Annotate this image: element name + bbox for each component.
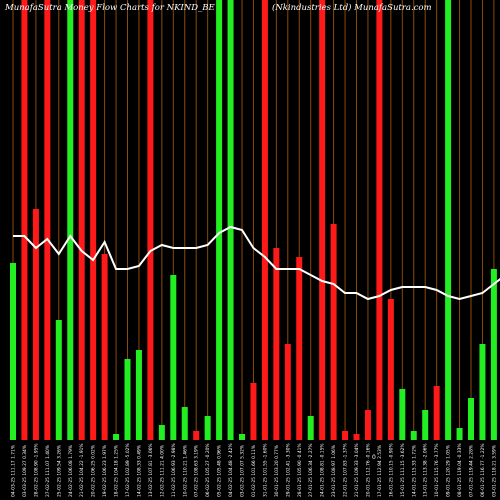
x-tick-label: 20-02-25 106.25 0.02%: [91, 445, 97, 497]
x-tick-label: 10-01-25 115.76 -3.77%: [434, 443, 440, 497]
money-flow-bar: [456, 428, 463, 440]
x-tick-label: 14-01-25 115.33 1.72%: [411, 445, 417, 497]
x-tick-label: 13-01-25 113.38 -2.06%: [423, 443, 429, 497]
x-tick-label: 03-03-25 109.27 0.34%: [22, 445, 28, 497]
money-flow-bar: [296, 257, 303, 440]
money-flow-bar: [319, 0, 326, 440]
money-flow-bar: [261, 0, 268, 440]
x-tick-label: 09-01-25 120.29 1.05%: [446, 445, 452, 497]
x-tick-label: 07-01-25 119.44 2.28%: [469, 445, 475, 497]
zero-label: 0: [372, 454, 376, 461]
x-tick-label: 20-01-25 112.76 -0.16%: [365, 443, 371, 497]
chart-title-right: (Nkindustries Ltd) MunafaSutra.com: [272, 2, 432, 13]
money-flow-bar: [307, 416, 314, 440]
money-flow-bar: [124, 359, 131, 440]
x-tick-label: 11-02-25 106.93 -2.98%: [171, 443, 177, 497]
money-flow-bar: [44, 0, 51, 440]
x-tick-label: 03-02-25 107.07 5.32%: [240, 445, 246, 497]
x-tick-label: 24-01-25 108.81 -0.15%: [320, 443, 326, 497]
money-flow-bar: [216, 0, 223, 440]
money-flow-bar: [433, 386, 440, 440]
money-flow-bar: [284, 344, 291, 440]
money-flow-bar: [364, 410, 371, 440]
money-flow-bar: [227, 0, 234, 440]
money-flow-bar: [193, 431, 200, 440]
x-tick-label: 27-02-25 111.07 1.40%: [45, 445, 51, 497]
money-flow-bar: [10, 263, 16, 440]
money-flow-bars: [10, 0, 497, 440]
x-tick-label: 07-02-25 108.63 3.19%: [194, 445, 200, 497]
money-flow-bar: [32, 209, 39, 440]
money-flow-bar: [342, 431, 349, 440]
x-tick-label: 15-01-25 111.15 -3.62%: [400, 443, 406, 497]
money-flow-bar: [445, 0, 452, 440]
x-tick-label: 13-02-25 107.81 -3.06%: [148, 443, 154, 497]
x-tick-label: 25-02-25 109.54 3.26%: [56, 445, 62, 497]
money-flow-bar: [67, 0, 74, 440]
x-tick-label: 24-02-25 106.08 1.79%: [68, 445, 74, 497]
x-tick-label: 28-01-25 105.90 -0.41%: [297, 443, 303, 497]
money-flow-bar: [101, 254, 108, 440]
money-flow-bar: [479, 344, 486, 440]
x-tick-label: 18-02-25 104.18 1.25%: [114, 445, 120, 497]
money-flow-bar: [55, 320, 62, 440]
money-flow-bar: [250, 383, 257, 440]
money-flow-bar: [239, 434, 245, 440]
money-flow-bar: [387, 299, 394, 440]
money-flow-bar: [204, 416, 211, 440]
money-flow-bar: [490, 269, 497, 440]
x-tick-label: 27-01-25 106.34 -2.27%: [308, 443, 314, 497]
x-tick-label: 21-02-25 104.22 -1.91%: [79, 443, 85, 497]
money-flow-bar: [170, 275, 177, 440]
x-tick-label: 29-01-25 102.41 -3.30%: [285, 443, 291, 497]
x-tick-label: 19-02-25 106.23 1.97%: [102, 445, 108, 497]
x-tick-label: 22-01-25 107.83 -1.37%: [343, 443, 349, 497]
money-flow-bar: [330, 224, 337, 440]
money-flow-bar: [78, 0, 85, 440]
x-tick-label: 17-01-25 112.94 2.53%: [377, 445, 383, 497]
money-flow-bar: [147, 0, 154, 440]
x-tick-label: 01-02-25 101.66 0.11%: [251, 445, 257, 497]
x-tick-label: 28-02-25 108.90 -1.95%: [33, 443, 39, 497]
x-tick-label: 16-01-25 110.15 -0.90%: [388, 443, 394, 497]
x-tick-label: 04-03-25 111.17 1.71%: [11, 445, 17, 497]
grid-lines: [12, 0, 495, 440]
x-tick-label: 08-01-25 119.04 -0.33%: [457, 443, 463, 497]
x-tick-label: 03-01-25 118.21 3.59%: [491, 445, 497, 497]
money-flow-bar: [113, 434, 120, 440]
money-flow-bar: [181, 407, 188, 440]
money-flow-bar: [376, 0, 383, 440]
money-flow-bar: [21, 0, 28, 440]
money-flow-line: [13, 225, 500, 301]
x-tick-label: 05-02-25 105.48 0.96%: [217, 445, 223, 497]
money-flow-bar: [158, 425, 165, 440]
x-tick-label: 10-02-25 110.21 1.46%: [182, 445, 188, 497]
x-tick-label: 23-01-25 108.97 1.06%: [331, 445, 337, 497]
x-tick-label: 06-01-25 116.77 -1.22%: [480, 443, 486, 497]
x-tick-labels: 04-03-25 111.17 1.71% 03-03-25 109.27 0.3…: [11, 443, 498, 497]
chart-title-left: MunafaSutra Money Flow Charts for NKIND_…: [4, 3, 216, 13]
money-flow-bar: [468, 398, 474, 440]
money-flow-bar: [90, 0, 97, 440]
money-flow-bar: [422, 410, 429, 440]
x-tick-label: 31-01-25 101.55 -1.60%: [262, 443, 268, 497]
x-tick-label: 17-02-25 102.89 -5.02%: [125, 443, 131, 497]
money-flow-bar: [399, 389, 406, 440]
money-flow-bar: [410, 431, 417, 440]
x-tick-label: 14-02-25 108.33 0.49%: [136, 445, 142, 497]
x-tick-label: 21-01-25 109.33 -3.04%: [354, 443, 360, 497]
money-flow-bar: [273, 248, 280, 440]
x-tick-label: 04-02-25 104.48 -2.42%: [228, 443, 234, 497]
money-flow-bar: [135, 350, 142, 440]
money-flow-bar: [353, 434, 360, 440]
x-tick-label: 06-02-25 105.27 -0.20%: [205, 443, 211, 497]
x-tick-label: 30-01-25 103.20 0.77%: [274, 445, 280, 497]
x-tick-label: 12-02-25 111.21 4.00%: [159, 445, 165, 497]
